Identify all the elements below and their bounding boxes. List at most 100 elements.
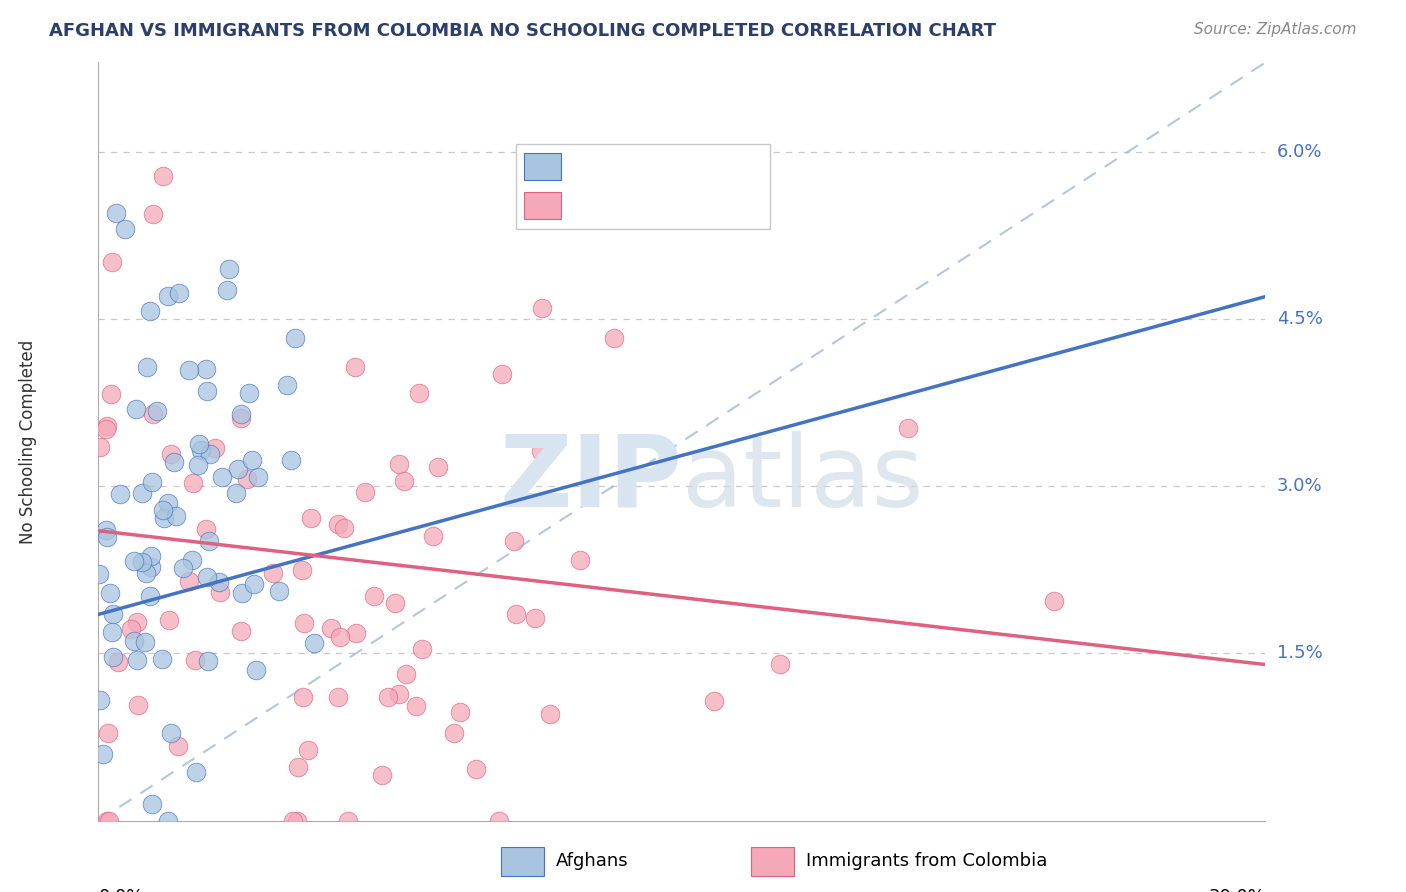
- Text: 0.240: 0.240: [613, 156, 669, 175]
- Point: [100, 255, 122, 269]
- Text: Immigrants from Colombia: Immigrants from Colombia: [806, 852, 1047, 870]
- Point: [531, 301, 554, 315]
- Point: [377, 690, 399, 705]
- Point: [449, 705, 471, 719]
- Text: 4.5%: 4.5%: [1277, 310, 1323, 328]
- Point: [319, 621, 342, 635]
- Point: [150, 651, 173, 665]
- Text: R =: R =: [571, 195, 605, 214]
- Point: [204, 442, 226, 456]
- Point: [127, 615, 149, 629]
- Point: [703, 694, 725, 708]
- Point: [101, 607, 124, 622]
- Point: [285, 814, 308, 828]
- Point: [187, 458, 209, 473]
- Point: [363, 590, 385, 604]
- Text: 1.5%: 1.5%: [1277, 644, 1323, 663]
- Point: [152, 511, 174, 525]
- Point: [408, 386, 430, 401]
- Point: [107, 655, 129, 669]
- Point: [287, 759, 309, 773]
- Point: [142, 407, 165, 421]
- Point: [180, 553, 202, 567]
- Point: [229, 624, 252, 638]
- Point: [326, 690, 349, 705]
- Point: [208, 584, 231, 599]
- Bar: [524, 153, 561, 180]
- Point: [284, 331, 307, 345]
- Point: [392, 474, 415, 488]
- Point: [152, 503, 174, 517]
- Point: [229, 407, 252, 421]
- Point: [172, 561, 194, 575]
- Point: [505, 607, 527, 621]
- Point: [131, 555, 153, 569]
- Point: [243, 576, 266, 591]
- Point: [98, 586, 121, 600]
- Point: [114, 222, 136, 236]
- Point: [195, 384, 218, 399]
- Point: [122, 553, 145, 567]
- Point: [141, 475, 163, 489]
- Point: [96, 530, 118, 544]
- Point: [100, 625, 122, 640]
- Point: [125, 653, 148, 667]
- Point: [184, 653, 207, 667]
- Point: [1043, 594, 1066, 608]
- Point: [157, 495, 180, 509]
- Point: [89, 692, 111, 706]
- Point: [184, 765, 207, 780]
- Point: [146, 403, 169, 417]
- Point: [226, 462, 249, 476]
- Point: [231, 585, 253, 599]
- Point: [247, 469, 270, 483]
- Point: [292, 615, 315, 630]
- Point: [197, 654, 219, 668]
- Point: [523, 611, 546, 625]
- Point: [422, 529, 444, 543]
- Point: [142, 207, 165, 221]
- Point: [491, 367, 513, 381]
- Point: [120, 622, 142, 636]
- Point: [198, 534, 221, 549]
- Point: [384, 596, 406, 610]
- Point: [215, 283, 238, 297]
- Point: [218, 262, 240, 277]
- Point: [139, 304, 162, 318]
- Point: [96, 419, 118, 434]
- Point: [98, 814, 121, 828]
- Point: [326, 517, 349, 532]
- Point: [280, 453, 302, 467]
- Point: [127, 698, 149, 712]
- Text: 6.0%: 6.0%: [1277, 143, 1323, 161]
- Point: [488, 814, 510, 828]
- Point: [538, 706, 561, 721]
- Point: [344, 626, 367, 640]
- Text: 69: 69: [717, 156, 742, 175]
- Point: [160, 447, 183, 461]
- Point: [156, 289, 179, 303]
- Point: [96, 814, 118, 828]
- Point: [94, 523, 117, 537]
- Point: [503, 533, 526, 548]
- Point: [89, 440, 111, 454]
- Point: [411, 642, 433, 657]
- Text: N =: N =: [678, 156, 713, 175]
- Point: [195, 569, 218, 583]
- Text: 3.0%: 3.0%: [1277, 477, 1323, 495]
- Bar: [501, 847, 544, 876]
- Point: [276, 378, 298, 392]
- Point: [141, 549, 163, 563]
- Point: [110, 487, 132, 501]
- Point: [94, 422, 117, 436]
- Point: [530, 443, 553, 458]
- Text: Afghans: Afghans: [555, 852, 628, 870]
- Point: [281, 814, 304, 828]
- Point: [160, 726, 183, 740]
- Point: [208, 574, 231, 589]
- Text: N =: N =: [678, 195, 713, 214]
- Point: [125, 401, 148, 416]
- Point: [181, 476, 204, 491]
- Point: [195, 522, 218, 536]
- Text: Source: ZipAtlas.com: Source: ZipAtlas.com: [1194, 22, 1357, 37]
